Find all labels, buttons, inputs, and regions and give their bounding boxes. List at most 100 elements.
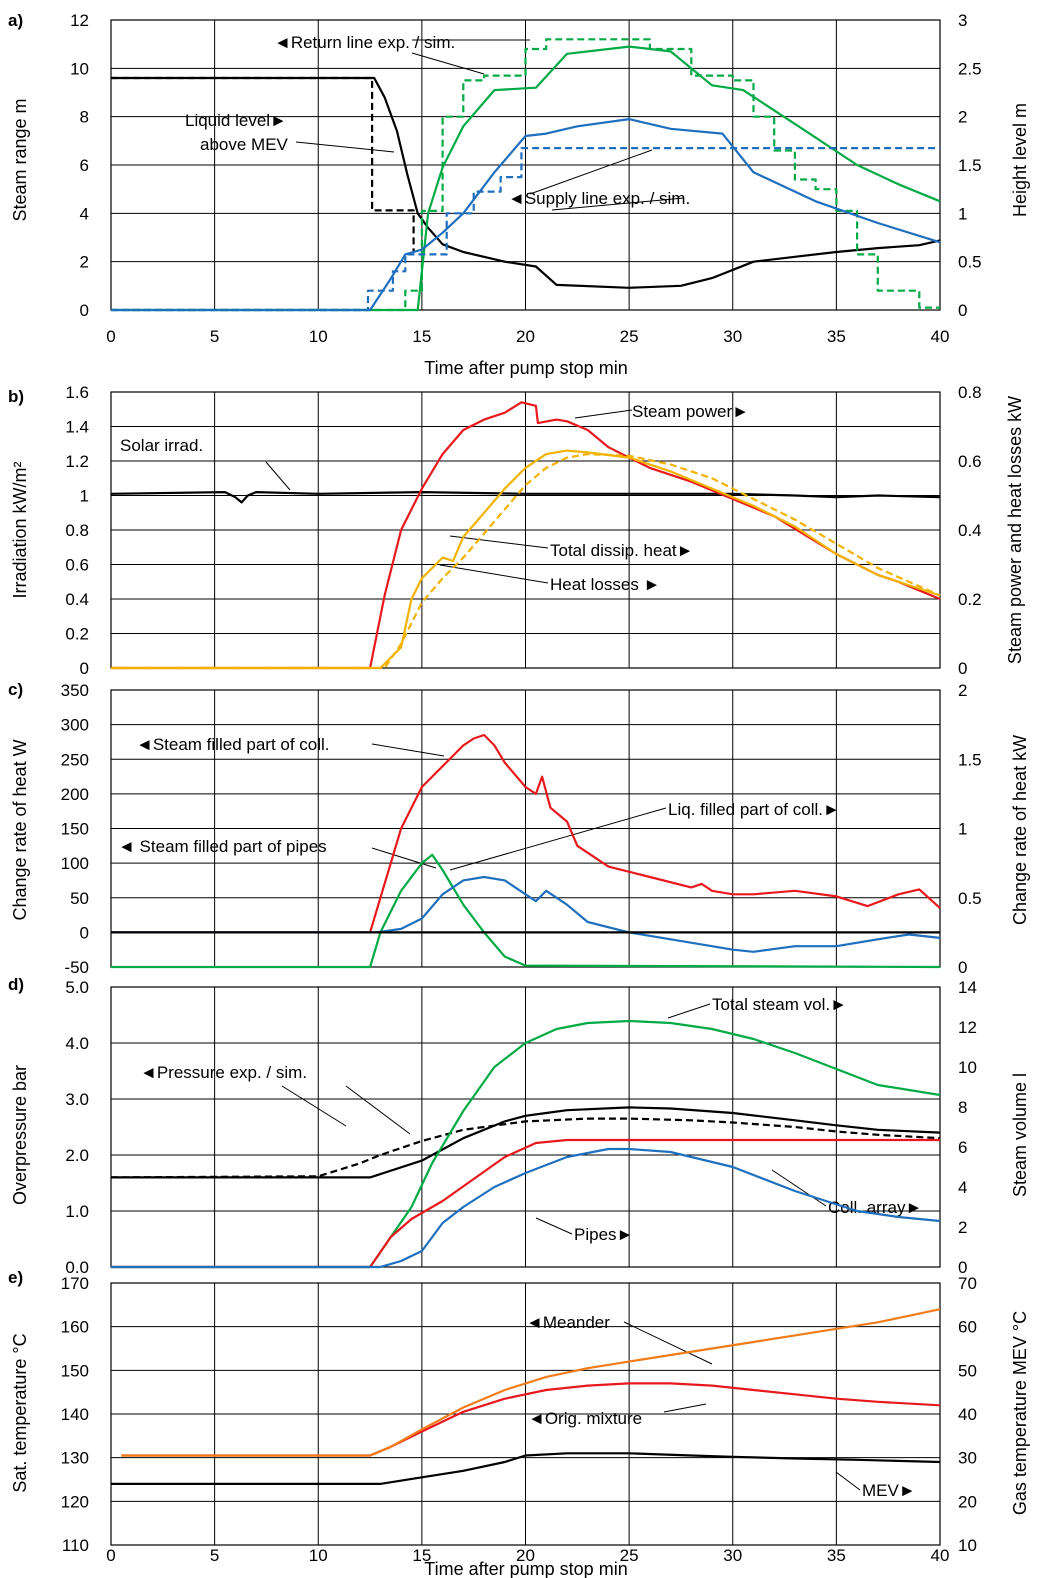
- panel-2-ytick-left-0: -50: [64, 958, 89, 977]
- panel-b-ylabel-left: Irradiation kW/m²: [10, 461, 30, 598]
- panel-4-ytick-right-3: 40: [958, 1405, 977, 1424]
- panel-3-series-0: [111, 1106, 941, 1179]
- panel-1-series-0: [110, 491, 941, 504]
- panel-label-e: e): [8, 1268, 23, 1287]
- panel-0-xtick-0: 0: [106, 327, 115, 346]
- panel-d-annot-coll-array: Coll. array►: [828, 1198, 922, 1217]
- panel-0-ytick-right-5: 2.5: [958, 59, 982, 78]
- panel-e-ylabel-right: Gas temperature MEV °C: [1010, 1311, 1030, 1515]
- panel-3-ytick-left-4: 4.0: [65, 1034, 89, 1053]
- plot-areas: 0 5 10 15 20 25 30 35 4002468101200.511.522.5300…: [61, 11, 982, 1565]
- panel-e-annot-mev: MEV►: [862, 1481, 916, 1500]
- panel-0-plot: 0 5 10 15 20 25 30 35 40 0 2 4 6 8 10 12 0 0.5 1 1.5 2 2.5 3: [70, 11, 982, 346]
- panel-c-leader-steam-coll: [371, 743, 445, 757]
- panel-2-plot: -50 0 50 100 150 200 250 300 350 0 0.5 1 1.5 2: [61, 681, 982, 977]
- panel-2-ytick-left-3: 100: [61, 854, 89, 873]
- panel-3-series-3: [111, 1138, 940, 1269]
- panel-4-xtick-4: 20: [516, 1546, 535, 1565]
- panel-0-xtick-7: 35: [827, 327, 846, 346]
- panel-b: b) Irradiation kW/m² Steam power and hea…: [8, 387, 1025, 664]
- panel-0-series-0: [111, 76, 941, 289]
- panel-1-ytick-left-6: 1.2: [65, 452, 89, 471]
- panel-4-xtick-6: 30: [723, 1546, 742, 1565]
- panel-0-ytick-left-0: 0: [80, 301, 89, 320]
- panel-a-ylabel-right: Height level m: [1010, 103, 1030, 217]
- panel-b-annot-heat-losses: Heat losses ►: [550, 575, 660, 594]
- panel-1-ytick-left-3: 0.6: [65, 556, 89, 575]
- panel-0-series-4: [111, 117, 941, 312]
- panel-4-ytick-left-6: 170: [61, 1274, 89, 1293]
- panel-2-ytick-right-3: 1.5: [958, 750, 982, 769]
- panel-3-ytick-left-5: 5.0: [65, 978, 89, 997]
- panel-c-ylabel-left: Change rate of heat W: [10, 739, 30, 920]
- panel-3-ytick-right-6: 12: [958, 1018, 977, 1037]
- panel-d-leader-pressure-2: [345, 1085, 411, 1135]
- panel-b-leader-heat: [439, 564, 549, 584]
- panel-4-series-2: [111, 1452, 941, 1486]
- panel-0-xtick-2: 10: [309, 327, 328, 346]
- panel-d: d) Overpressure bar Steam volume l Total…: [8, 975, 1030, 1244]
- panel-b-ylabel-right: Steam power and heat losses kW: [1005, 396, 1025, 664]
- panel-2-ytick-left-6: 250: [61, 750, 89, 769]
- panel-c-leader-liq-coll: [449, 807, 667, 871]
- panel-0-ytick-left-6: 12: [70, 11, 89, 30]
- panel-1-ytick-left-7: 1.4: [65, 418, 89, 437]
- panel-a-leader-return: [411, 39, 530, 75]
- panel-1-ytick-left-4: 0.8: [65, 521, 89, 540]
- panel-d-leader-total-steam: [667, 1003, 711, 1019]
- panel-1-frame: [110, 391, 941, 669]
- panel-4-xtick-3: 15: [412, 1546, 431, 1565]
- panel-1-ytick-left-8: 1.6: [65, 383, 89, 402]
- panel-1-ytick-left-1: 0.2: [65, 625, 89, 644]
- panel-2-ytick-left-5: 200: [61, 785, 89, 804]
- panel-3-ytick-right-7: 14: [958, 978, 977, 997]
- panel-2-series-1: [111, 853, 941, 969]
- panel-2-series-0: [111, 733, 941, 934]
- panel-label-d: d): [8, 975, 24, 994]
- panel-0-ytick-right-4: 2: [958, 108, 967, 127]
- panel-0-xtick-3: 15: [412, 327, 431, 346]
- panel-b-annot-steam-power: Steam power►: [632, 402, 749, 421]
- panel-2-ytick-right-0: 0: [958, 958, 967, 977]
- panel-4-ytick-left-2: 130: [61, 1449, 89, 1468]
- panel-2-ytick-right-1: 0.5: [958, 889, 982, 908]
- panel-3-series-2: [111, 1019, 941, 1269]
- panel-4-ytick-right-2: 30: [958, 1449, 977, 1468]
- panel-c: c) Change rate of heat W Change rate of …: [8, 680, 1030, 925]
- panel-4-ytick-right-0: 10: [958, 1536, 977, 1555]
- panel-0-ytick-left-1: 2: [80, 253, 89, 272]
- panel-4-ytick-left-0: 110: [62, 1536, 89, 1555]
- panel-0-xtick-5: 25: [620, 327, 639, 346]
- panel-a: a) Steam range m Height level m Time aft…: [8, 11, 1030, 378]
- panel-3-plot: 0.0 1.0 2.0 3.0 4.0 5.0 0 2 4 6 8 10 12 14: [65, 978, 977, 1277]
- panel-label-a: a): [8, 11, 23, 30]
- panel-0-ytick-right-3: 1.5: [958, 156, 982, 175]
- panel-4-ytick-right-1: 20: [958, 1492, 977, 1511]
- panel-4-frame: [110, 1282, 941, 1546]
- panel-b-leader-solar: [265, 461, 291, 491]
- panel-4-xtick-1: 5: [210, 1546, 219, 1565]
- panel-b-annot-solar-irrad: Solar irrad.: [120, 436, 203, 455]
- panel-1-ytick-left-0: 0: [80, 659, 89, 678]
- panel-4-ytick-right-6: 70: [958, 1274, 977, 1293]
- panel-3-ytick-right-0: 0: [958, 1258, 967, 1277]
- panel-0-ytick-right-0: 0: [958, 301, 967, 320]
- panel-2-ytick-left-4: 150: [61, 820, 89, 839]
- panel-2-ytick-left-1: 0: [80, 923, 89, 942]
- panel-4-ytick-left-5: 160: [61, 1318, 89, 1337]
- panel-1-plot: 0 0.2 0.4 0.6 0.8 1 1.2 1.4 1.6 0 0.2 0.4 0.6 0.8: [65, 383, 981, 678]
- panel-0-ytick-left-3: 6: [80, 156, 89, 175]
- panel-e-leader-meander: [623, 1321, 713, 1365]
- panel-3-series-4: [111, 1147, 941, 1269]
- panel-4-xtick-2: 10: [309, 1546, 328, 1565]
- panel-0-xtick-1: 5: [210, 327, 219, 346]
- panel-1-ytick-left-5: 1: [80, 487, 89, 506]
- panel-b-annot-total-dissip: Total dissip. heat►: [550, 541, 693, 560]
- panel-d-annot-total-steam: Total steam vol.►: [712, 995, 847, 1014]
- panel-e-leader-orig: [663, 1403, 707, 1413]
- panel-0-xtick-8: 40: [931, 327, 950, 346]
- panel-label-b: b): [8, 387, 24, 406]
- panel-label-c: c): [8, 680, 23, 699]
- panel-3-series-1: [110, 1117, 941, 1179]
- panel-0-xtick-4: 20: [516, 327, 535, 346]
